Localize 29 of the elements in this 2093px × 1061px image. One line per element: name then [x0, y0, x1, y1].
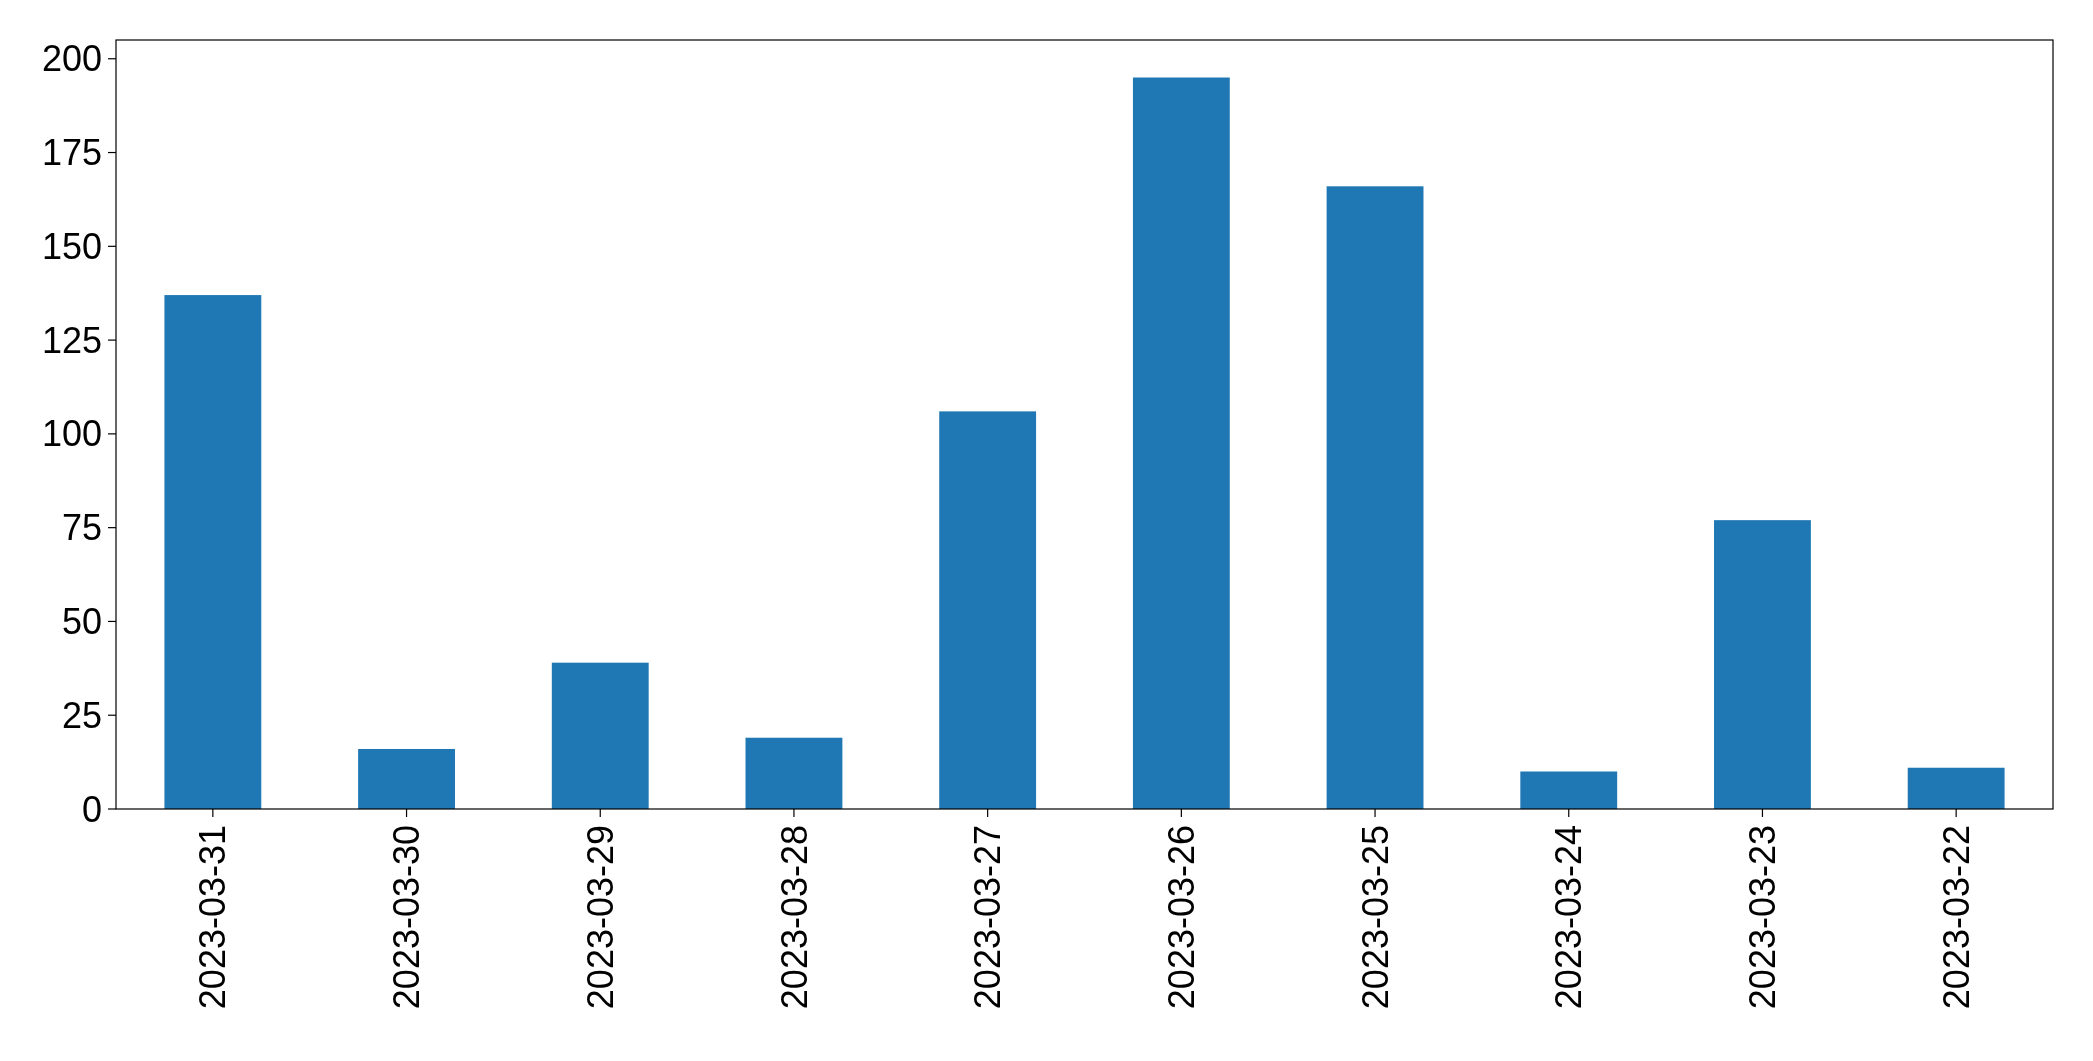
y-tick-label: 50 [61, 601, 102, 643]
y-tick-label: 175 [41, 132, 102, 174]
bar [551, 662, 649, 809]
bar [939, 411, 1037, 809]
bar [1326, 186, 1424, 809]
x-tick-label: 2023-03-25 [1354, 825, 1396, 1010]
x-tick-label: 2023-03-26 [1160, 825, 1202, 1010]
x-tick-label: 2023-03-27 [967, 825, 1009, 1010]
x-tick-label: 2023-03-22 [1935, 825, 1977, 1010]
y-tick-label: 75 [61, 507, 102, 549]
bar [1714, 520, 1811, 809]
y-tick-label: 100 [41, 413, 102, 455]
y-tick-label: 25 [61, 694, 102, 736]
x-tick-label: 2023-03-28 [773, 825, 815, 1010]
bar [358, 748, 455, 809]
x-tick-label: 2023-03-31 [192, 825, 234, 1010]
x-tick-label: 2023-03-29 [579, 825, 621, 1010]
bar [745, 737, 843, 809]
x-tick-label: 2023-03-23 [1742, 825, 1784, 1010]
y-tick-label: 0 [81, 788, 102, 830]
x-tick-label: 2023-03-30 [386, 825, 428, 1010]
bar [1907, 767, 2005, 809]
y-tick-label: 125 [41, 319, 102, 361]
x-tick-label: 2023-03-24 [1548, 825, 1590, 1010]
y-tick-label: 200 [41, 38, 102, 80]
y-tick-label: 150 [41, 225, 102, 267]
bar [164, 295, 262, 809]
bar [1520, 771, 1618, 809]
bar [1132, 77, 1230, 809]
